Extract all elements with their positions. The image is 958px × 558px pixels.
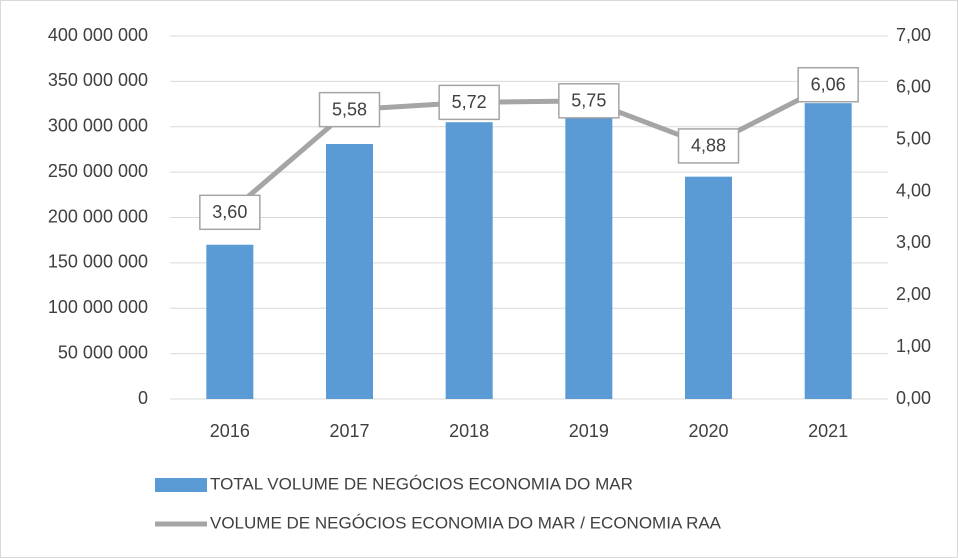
legend-label: VOLUME DE NEGÓCIOS ECONOMIA DO MAR / ECO… [210, 513, 722, 532]
y2-tick-label: 4,00 [896, 180, 931, 200]
data-label: 3,60 [212, 202, 247, 222]
x-tick-label: 2021 [808, 421, 848, 441]
y-tick-label: 50 000 000 [58, 342, 148, 362]
y-tick-label: 150 000 000 [48, 252, 148, 272]
data-label-box [318, 91, 381, 128]
x-tick-label: 2018 [449, 421, 489, 441]
y-tick-label: 250 000 000 [48, 161, 148, 181]
bar [326, 143, 373, 399]
bar [565, 117, 613, 400]
y-tick-label: 350 000 000 [48, 70, 148, 90]
data-label-box [677, 128, 740, 164]
y2-tick-label: 6,00 [896, 77, 931, 97]
y2-tick-label: 5,00 [896, 128, 931, 148]
y-tick-label: 200 000 000 [48, 206, 148, 226]
bar [685, 176, 732, 399]
x-tick-label: 2020 [688, 421, 728, 441]
y2-tick-label: 2,00 [896, 284, 931, 304]
bar [804, 103, 852, 399]
legend-swatch [155, 478, 207, 492]
data-label: 5,75 [571, 91, 606, 111]
y-tick-label: 300 000 000 [48, 116, 148, 136]
data-label: 6,06 [811, 74, 846, 94]
y-tick-label: 400 000 000 [48, 25, 148, 45]
data-label-box [438, 84, 500, 121]
legend-label: TOTAL VOLUME DE NEGÓCIOS ECONOMIA DO MAR [210, 474, 633, 493]
y2-tick-label: 1,00 [896, 336, 931, 356]
y2-tick-label: 7,00 [896, 25, 931, 45]
x-tick-label: 2016 [210, 421, 250, 441]
bar [445, 122, 493, 400]
bar [206, 244, 254, 399]
x-tick-label: 2017 [329, 421, 369, 441]
y-tick-label: 0 [138, 388, 148, 408]
data-label: 5,72 [452, 92, 487, 112]
y2-tick-label: 3,00 [896, 232, 931, 252]
x-tick-label: 2019 [569, 421, 609, 441]
data-label-box [797, 66, 859, 103]
data-label-box [558, 83, 620, 119]
y2-tick-label: 0,00 [896, 388, 931, 408]
data-label-box [199, 194, 261, 231]
y-tick-label: 100 000 000 [48, 297, 148, 317]
data-label: 5,58 [332, 99, 367, 119]
data-label: 4,88 [691, 136, 726, 156]
